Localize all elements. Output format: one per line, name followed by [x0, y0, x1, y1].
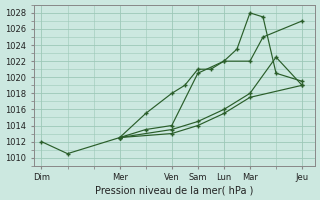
- X-axis label: Pression niveau de la mer( hPa ): Pression niveau de la mer( hPa ): [95, 185, 253, 195]
